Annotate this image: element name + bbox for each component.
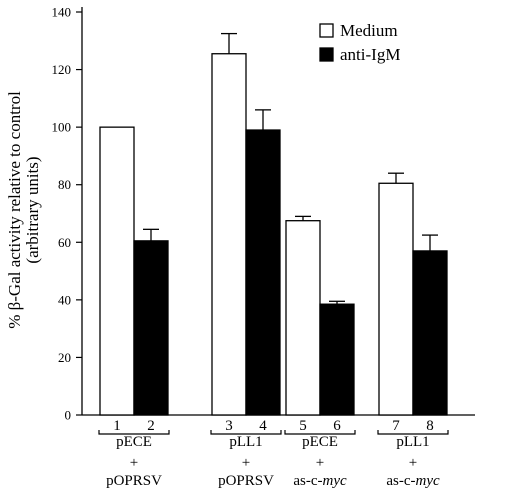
lane-number: 7 [392, 418, 400, 434]
group-label-text: as-c- [293, 473, 322, 489]
group-bracket [98, 430, 170, 435]
group-label-line: pECE [302, 434, 338, 450]
lane-number: 8 [426, 418, 434, 434]
group-label-line: + [130, 455, 138, 471]
bar [245, 129, 281, 416]
y-axis-label-line: % β-Gal activity relative to control [5, 91, 24, 329]
lane-number: 3 [225, 418, 233, 434]
lane-number: 1 [113, 418, 121, 434]
group-label-italic-text: myc [416, 473, 440, 489]
group-bracket [284, 430, 356, 435]
bar [99, 126, 135, 416]
group-label-italic-text: myc [323, 473, 347, 489]
group-label-text: + [409, 455, 417, 471]
y-axis-label-line: (arbitrary units) [23, 156, 42, 263]
lane-number: 5 [299, 418, 307, 434]
group-label-text: pOPRSV [106, 473, 162, 489]
group-bracket [377, 430, 449, 435]
group-label-text: + [316, 455, 324, 471]
bar [412, 250, 448, 416]
y-tick-label: 80 [58, 177, 71, 192]
group-label-text: pOPRSV [218, 473, 274, 489]
bar [211, 53, 247, 416]
group-label-text: + [242, 455, 250, 471]
group-label-line: pLL1 [396, 434, 429, 450]
y-tick-label: 0 [65, 408, 72, 423]
group-label-text: pLL1 [396, 434, 429, 450]
legend-label: Medium [340, 21, 398, 40]
group-label-text: pLL1 [229, 434, 262, 450]
group-label-line: pLL1 [229, 434, 262, 450]
group-label-text: pECE [116, 434, 152, 450]
bar [378, 182, 414, 416]
y-tick-label: 60 [58, 235, 71, 250]
group-label-text: as-c- [386, 473, 415, 489]
group-label-text: pECE [302, 434, 338, 450]
group-label-line: pOPRSV [106, 473, 162, 489]
group-bracket [210, 430, 282, 435]
lane-number: 2 [147, 418, 155, 434]
group-label-line: as-c-myc [386, 473, 440, 489]
legend: Medium anti-IgM [319, 21, 400, 64]
group-label-line: pOPRSV [218, 473, 274, 489]
y-tick-label: 120 [52, 62, 72, 77]
y-tick-label: 40 [58, 292, 71, 307]
group-label-text: + [130, 455, 138, 471]
bar [133, 240, 169, 416]
group-label-line: pECE [116, 434, 152, 450]
legend-label: anti-IgM [340, 45, 400, 64]
group-label-line: as-c-myc [293, 473, 347, 489]
lane-number: 4 [259, 418, 267, 434]
y-tick-label: 140 [52, 5, 72, 20]
y-axis-label: % β-Gal activity relative to control (arb… [5, 91, 42, 329]
lane-number: 6 [333, 418, 341, 434]
y-tick-label: 20 [58, 350, 71, 365]
legend-swatch [319, 23, 334, 38]
group-label-line: + [242, 455, 250, 471]
group-label-line: + [316, 455, 324, 471]
bar [285, 220, 321, 416]
group-label-line: + [409, 455, 417, 471]
bar [319, 303, 355, 416]
y-tick-label: 100 [52, 120, 72, 135]
legend-swatch [319, 47, 334, 62]
bars [99, 32, 448, 416]
